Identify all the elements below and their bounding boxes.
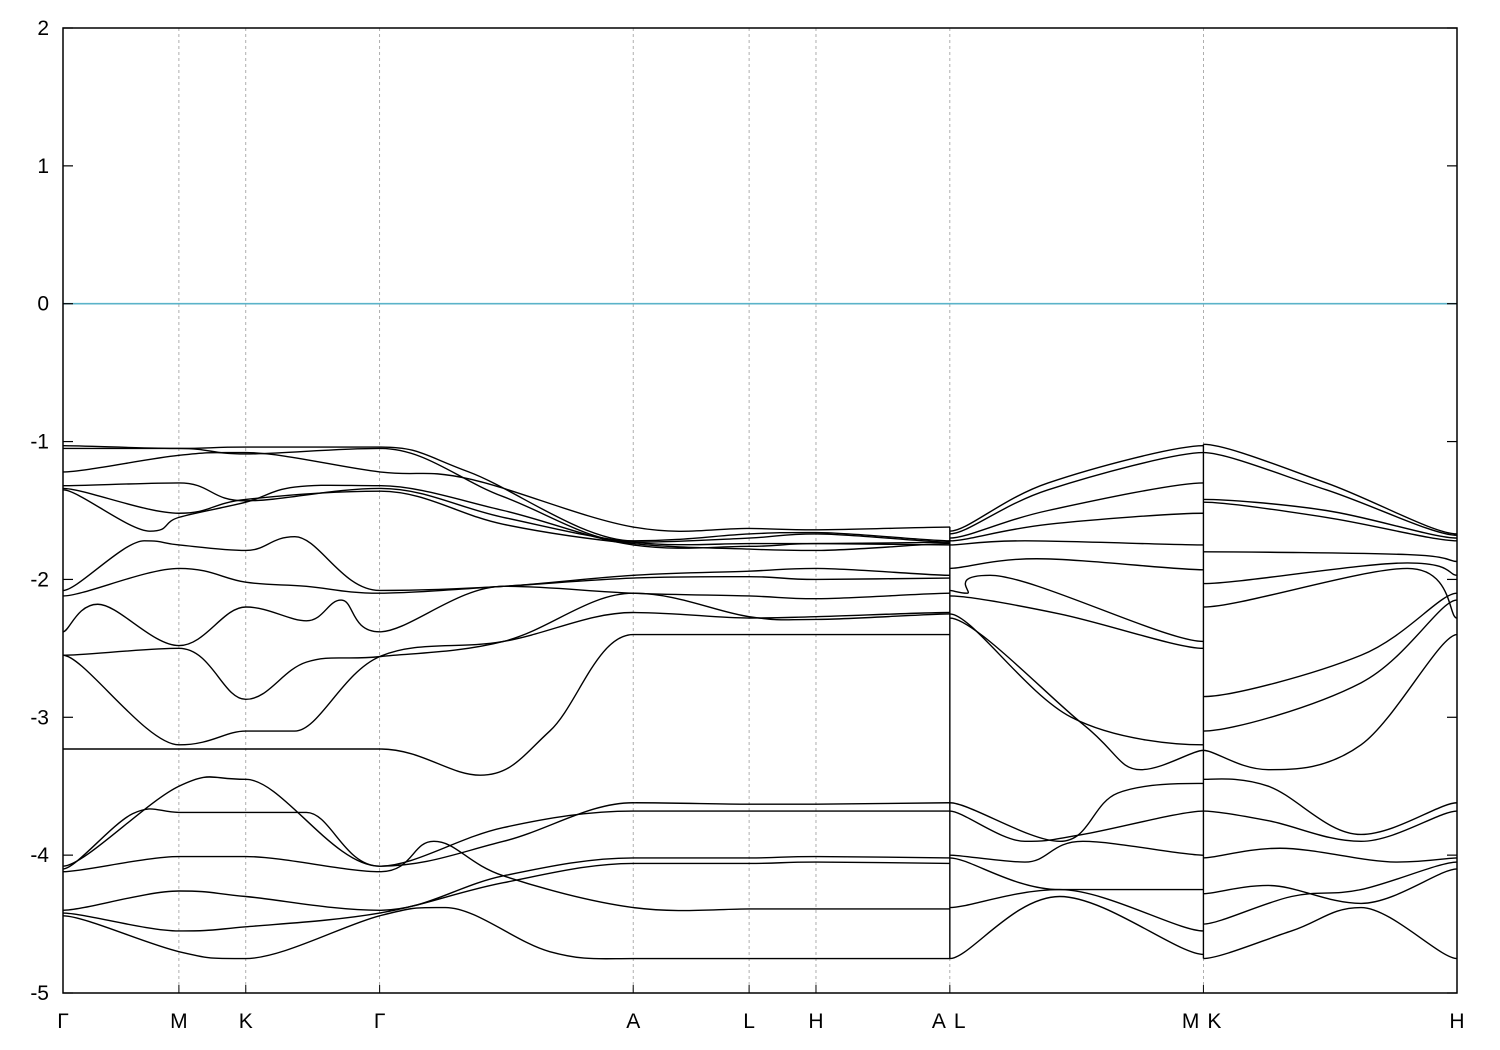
band-line: [62, 484, 950, 549]
kpoint-label: K: [239, 1010, 253, 1033]
band-line: [949, 512, 1204, 542]
band-line: [62, 451, 950, 532]
band-line: [63, 447, 950, 543]
band-line: [1203, 861, 1458, 925]
y-tick-label: -1: [30, 431, 49, 454]
band-lines: [62, 443, 1458, 960]
band-line: [949, 782, 1204, 843]
band-line: [62, 592, 950, 701]
band-line: [62, 585, 950, 647]
band-line: [949, 482, 1204, 539]
band-line: [1203, 599, 1458, 732]
kpoint-label: H: [808, 1010, 823, 1033]
band-line: [62, 611, 950, 746]
band-line: [949, 840, 1204, 863]
kpoint-label: A: [932, 1010, 946, 1033]
band-line: [1203, 868, 1458, 905]
band-line: [62, 776, 950, 867]
y-tick-label: 2: [37, 17, 49, 40]
band-line: [62, 906, 950, 960]
kpoint-label: H: [1449, 1010, 1464, 1033]
band-line: [62, 861, 950, 932]
band-line: [62, 840, 950, 912]
band-line: [949, 888, 1204, 932]
band-line: [62, 633, 950, 776]
kpoint-label: L: [954, 1010, 966, 1033]
kpoint-label: L: [743, 1010, 755, 1033]
kpoint-label: A: [626, 1010, 640, 1033]
kpoint-label: M: [1182, 1010, 1200, 1033]
band-line: [1203, 810, 1458, 843]
band-line: [949, 574, 1204, 643]
y-tick-label: 1: [37, 155, 49, 178]
band-line: [1203, 451, 1458, 537]
y-tick-label: -5: [30, 982, 49, 1005]
band-line: [949, 895, 1204, 960]
y-tick-label: -4: [30, 844, 49, 867]
y-tick-label: -2: [30, 568, 49, 591]
band-line: [62, 855, 950, 911]
y-tick-label: -3: [30, 706, 49, 729]
band-line: [62, 445, 950, 542]
band-line: [949, 617, 1204, 771]
kpoint-label: Γ: [57, 1010, 69, 1033]
band-line: [1203, 551, 1458, 563]
band-line: [1203, 501, 1458, 542]
y-tick-label: 0: [37, 293, 49, 316]
band-line: [949, 810, 1204, 843]
band-line: [62, 808, 950, 870]
y-axis-ticks: 2 1 0 -1 -2 -3 -4 -5: [30, 17, 1457, 1005]
band-line: [1203, 592, 1458, 698]
kpoint-label: M: [170, 1010, 188, 1033]
band-line: [1203, 443, 1458, 535]
band-line: [949, 595, 1204, 650]
band-line: [1203, 906, 1458, 960]
band-line: [949, 558, 1204, 571]
plot-frame: [62, 27, 1458, 994]
kpoint-label: K: [1207, 1010, 1221, 1033]
band-line: [949, 445, 1204, 532]
band-line: [1203, 847, 1458, 863]
band-line: [1203, 567, 1458, 619]
path-discontinuity-lines: [949, 444, 1205, 959]
band-line: [949, 451, 1204, 535]
band-line: [1203, 633, 1458, 771]
band-line: [62, 487, 950, 552]
band-line: [62, 567, 950, 597]
band-line: [1203, 498, 1458, 539]
kpoint-label: Γ: [374, 1010, 386, 1033]
band-line: [949, 540, 1204, 546]
band-line: [1203, 778, 1458, 836]
band-line: [949, 857, 1204, 891]
band-line: [62, 535, 950, 592]
band-line: [1203, 562, 1458, 585]
